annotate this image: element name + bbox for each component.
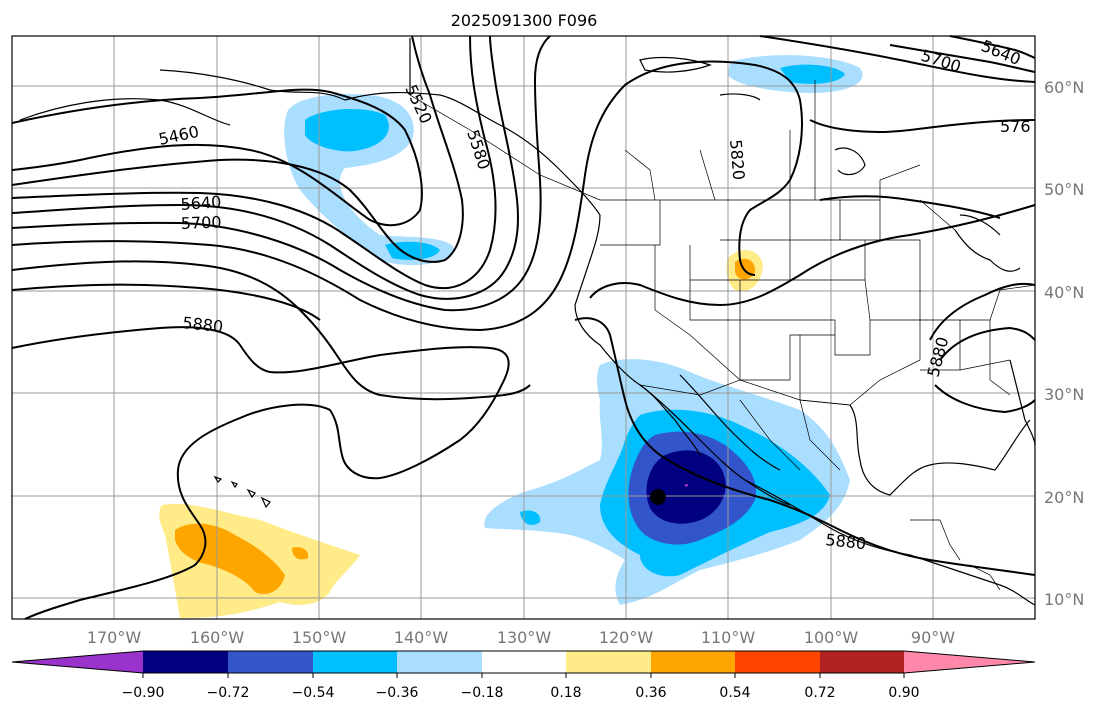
colorbar-tick-labels: −0.90 −0.72 −0.54 −0.36 −0.18 0.18 0.36 … xyxy=(122,685,920,701)
colorbar-tick-label: 0.54 xyxy=(719,685,750,701)
negative-anomaly-mexico-core xyxy=(646,450,726,524)
contour-label: 5880 xyxy=(825,530,867,553)
negative-anomaly-gulf-alaska-inner xyxy=(305,108,389,152)
colorbar-segment xyxy=(313,651,397,673)
negative-anomaly-gulf-alaska-south xyxy=(385,241,440,260)
colorbar-ticks xyxy=(142,673,905,678)
lat-label: 20°N xyxy=(1044,488,1084,507)
contour-label: 5640 xyxy=(180,192,222,214)
contour-label: 576 xyxy=(1000,117,1031,136)
political-borders xyxy=(409,38,1036,591)
colorbar-tick-label: 0.36 xyxy=(635,685,666,701)
colorbar-tick-label: −0.90 xyxy=(122,685,165,701)
colorbar-segment xyxy=(566,651,651,673)
lon-label: 160°W xyxy=(190,628,245,647)
negative-anomaly-mexico-west xyxy=(520,510,541,525)
positive-anomaly-hawaii-small xyxy=(292,547,309,560)
colorbar-segment xyxy=(735,651,820,673)
map-panel: 5460 5520 5580 5640 5700 5820 5880 5880 … xyxy=(11,35,1036,620)
colorbar-under-arrow xyxy=(12,651,143,673)
lon-label: 140°W xyxy=(394,628,449,647)
colorbar-segment xyxy=(820,651,904,673)
lat-label: 10°N xyxy=(1044,590,1084,609)
lat-label: 30°N xyxy=(1044,385,1084,404)
colorbar-segment xyxy=(482,651,566,673)
colorbar-segment xyxy=(651,651,735,673)
lon-label: 100°W xyxy=(804,628,859,647)
height-contours xyxy=(11,35,1036,620)
negative-anomaly-canada-inner xyxy=(780,64,845,84)
lon-label: 90°W xyxy=(911,628,955,647)
map-frame xyxy=(11,35,1036,620)
contour-label: 5880 xyxy=(182,313,224,336)
colorbar-over-arrow xyxy=(904,651,1035,673)
colorbar-tick-label: −0.54 xyxy=(292,685,335,701)
lon-label: 170°W xyxy=(87,628,142,647)
lon-label: 110°W xyxy=(701,628,756,647)
colorbar-tick-label: −0.36 xyxy=(376,685,419,701)
longitude-labels: 170°W 160°W 150°W 140°W 130°W 120°W 110°… xyxy=(87,628,955,647)
lat-label: 50°N xyxy=(1044,180,1084,199)
latitude-labels: 60°N 50°N 40°N 30°N 20°N 10°N xyxy=(1044,78,1084,609)
colorbar: −0.90 −0.72 −0.54 −0.36 −0.18 0.18 0.36 … xyxy=(11,650,1036,701)
lat-label: 60°N xyxy=(1044,78,1084,97)
colorbar-segment xyxy=(228,651,313,673)
colorbar-tick-label: 0.72 xyxy=(804,685,835,701)
colorbar-tick-label: −0.72 xyxy=(207,685,250,701)
map-title: 2025091300 F096 xyxy=(451,11,598,30)
colorbar-tick-label: 0.90 xyxy=(888,685,919,701)
colorbar-segment xyxy=(397,651,482,673)
anomaly-shading xyxy=(159,55,863,618)
lon-label: 130°W xyxy=(497,628,552,647)
lon-label: 150°W xyxy=(292,628,347,647)
colorbar-segment xyxy=(143,651,228,673)
colorbar-tick-label: −0.18 xyxy=(461,685,504,701)
colorbar-tick-label: 0.18 xyxy=(550,685,581,701)
lat-label: 40°N xyxy=(1044,283,1084,302)
storm-center-marker xyxy=(650,489,666,505)
contour-label: 5820 xyxy=(726,139,748,181)
lon-label: 120°W xyxy=(599,628,654,647)
contour-label: 5700 xyxy=(180,213,221,233)
storm-center-small-marker xyxy=(684,484,688,487)
positive-anomaly-hawaii-inner xyxy=(175,523,285,595)
